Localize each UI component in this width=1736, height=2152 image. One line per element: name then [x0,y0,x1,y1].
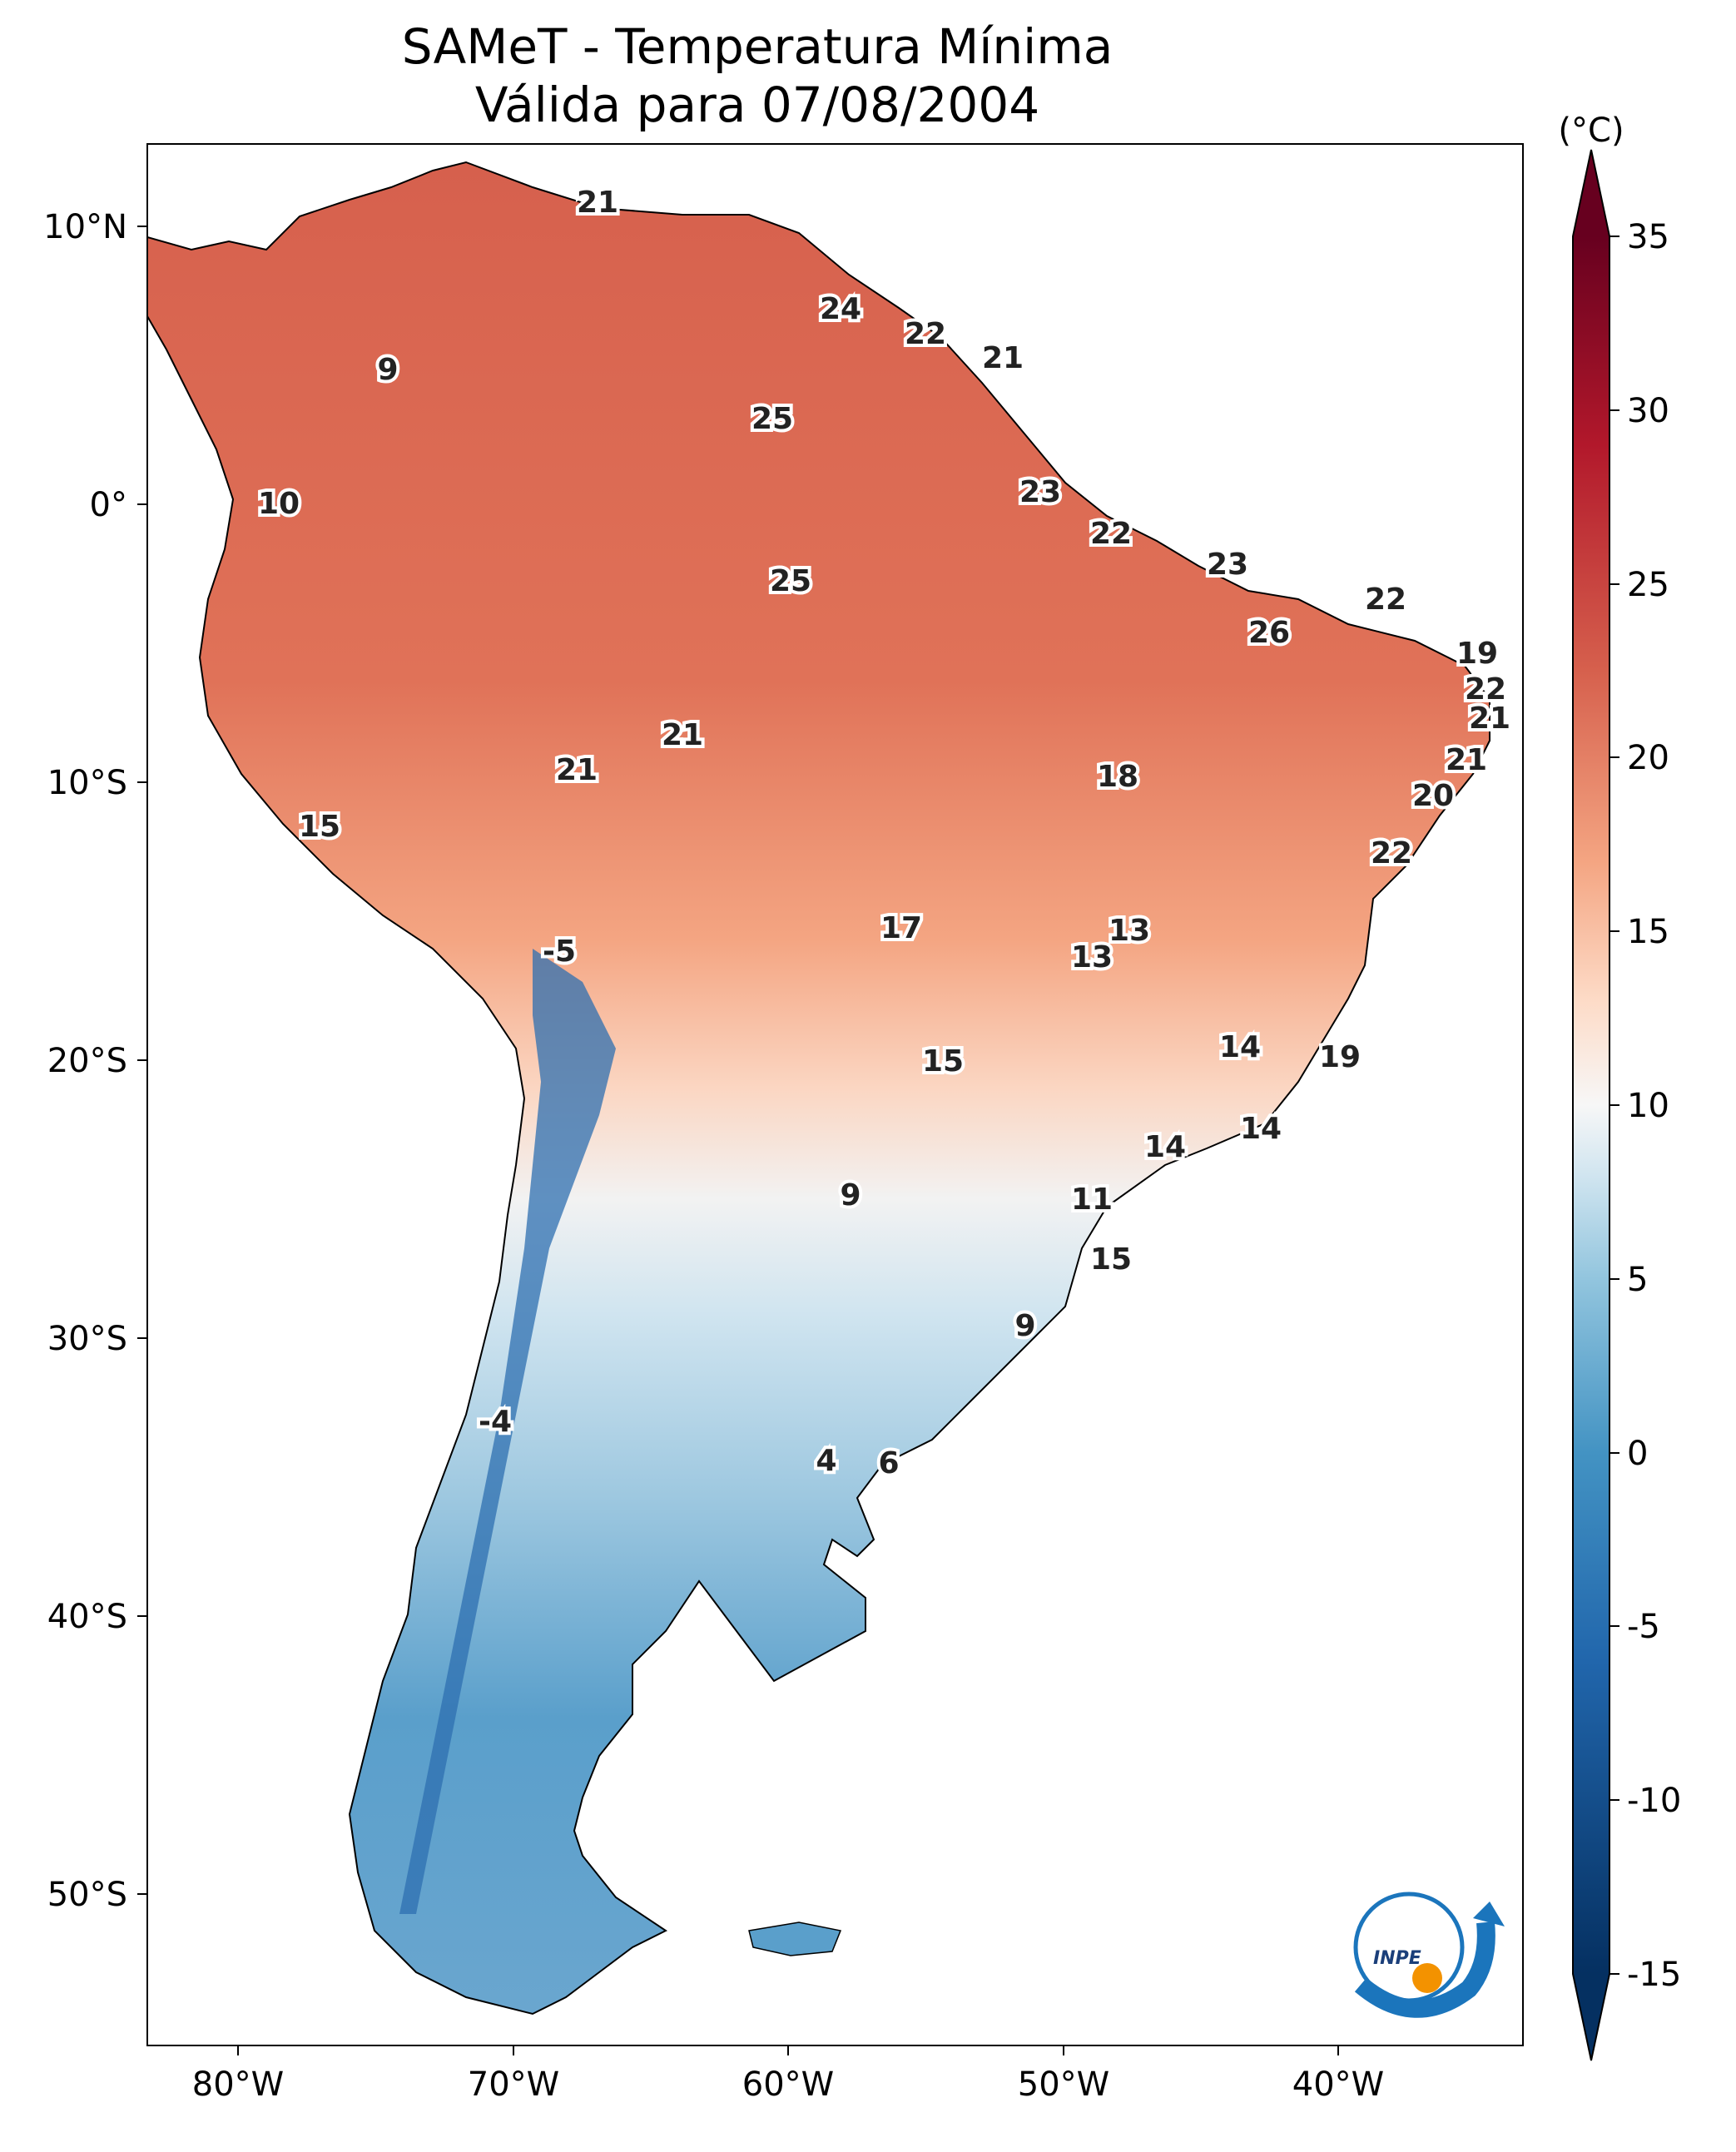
temp-label: 25 [770,564,811,598]
lat-label: 40°S [47,1598,127,1636]
temp-label: 15 [1090,1242,1132,1277]
temp-label: 20 [1412,779,1454,813]
temp-label: 19 [1456,637,1498,671]
colorbar-ticks: 35 30 25 20 15 10 5 0 -5 -10 -15 [1610,218,1681,1994]
colorbar-tick-label: -5 [1627,1608,1660,1646]
temp-label: 17 [880,911,922,945]
temp-label: 21 [577,186,618,220]
longitude-axis: 80°W 70°W 60°W 50°W 40°W [192,2045,1384,2104]
colorbar-tick-label: -15 [1627,1956,1681,1994]
temp-label: 9 [840,1178,861,1212]
temp-label: 21 [556,753,598,787]
lat-label: 10°S [47,764,127,802]
temp-label: 26 [1248,616,1290,650]
temp-label: 9 [1014,1309,1035,1343]
temp-label: 24 [820,292,861,326]
lat-label: 0° [90,486,127,524]
colorbar-tick-label: 35 [1627,218,1669,256]
andes-cold-band [399,949,616,1914]
temp-label: 25 [751,402,793,436]
falkland-islands [748,1921,842,1956]
lon-label: 60°W [742,2065,834,2104]
temp-label: 22 [1371,836,1412,870]
colorbar-max-arrow [1573,150,1610,236]
colorbar-unit: (°C) [1558,112,1624,150]
colorbar: (°C) 35 30 25 20 15 10 5 0 -5 -10 -15 [1558,112,1681,2061]
temp-label: 14 [1144,1130,1186,1164]
temp-label: 11 [1071,1183,1113,1217]
colorbar-body [1573,236,1610,1974]
temp-label: 22 [1090,517,1132,551]
logo-sun-icon [1412,1963,1442,1993]
map-area [147,161,1490,2016]
temp-label: 19 [1319,1040,1361,1074]
temp-label: -5 [543,935,576,969]
lon-label: 70°W [468,2065,559,2104]
lat-label: 50°S [47,1876,127,1914]
temp-label: 14 [1219,1030,1261,1064]
colorbar-tick-label: 20 [1627,739,1669,777]
temp-label: 15 [299,810,340,844]
temp-label: 21 [1446,743,1487,777]
lon-label: 40°W [1292,2065,1384,2104]
temp-label: 6 [878,1446,899,1480]
logo-arrow-icon [1473,1902,1505,1926]
colorbar-min-arrow [1573,1974,1610,2060]
latitude-axis: 10°N 0° 10°S 20°S 30°S 40°S 50°S [43,208,147,1914]
temp-label: 9 [377,353,398,387]
colorbar-tick-label: 5 [1627,1261,1648,1299]
colorbar-tick-label: 25 [1627,566,1669,604]
temperature-labels: 21 24 22 21 9 25 10 23 22 25 23 22 26 19… [255,182,1514,1484]
lat-label: 30°S [47,1320,127,1358]
lon-label: 50°W [1018,2065,1109,2104]
temp-label: 23 [1019,475,1061,509]
temp-label: 22 [1365,583,1406,617]
lat-label: 20°S [47,1042,127,1080]
map-subtitle: Válida para 07/08/2004 [474,77,1040,133]
temp-label: 21 [982,341,1024,375]
logo-swoosh-icon [1354,1921,1495,2018]
colorbar-tick-label: 15 [1627,913,1669,951]
lon-label: 80°W [192,2065,284,2104]
temp-label: 23 [1207,548,1248,582]
map-title: SAMeT - Temperatura Mínima [401,18,1114,75]
logo-text: INPE [1373,1948,1421,1969]
temp-label: 22 [905,317,946,351]
temp-label: 21 [662,718,703,752]
lat-label: 10°N [43,208,127,246]
temp-label: 13 [1071,940,1113,974]
inpe-logo: INPE [1353,1892,1505,2018]
temp-label: 21 [1469,702,1510,736]
colorbar-tick-label: 30 [1627,392,1669,430]
temp-label: 15 [922,1044,964,1078]
colorbar-tick-label: 10 [1627,1087,1669,1125]
temp-label: 22 [1465,672,1506,707]
temp-label: 18 [1097,760,1138,794]
temp-label: 14 [1240,1112,1282,1146]
temp-label: 4 [816,1444,836,1478]
colorbar-tick-label: -10 [1627,1782,1681,1820]
temp-label: 13 [1109,914,1150,948]
temp-label: 10 [258,487,300,521]
colorbar-tick-label: 0 [1627,1435,1648,1473]
temp-label: -4 [479,1405,512,1439]
